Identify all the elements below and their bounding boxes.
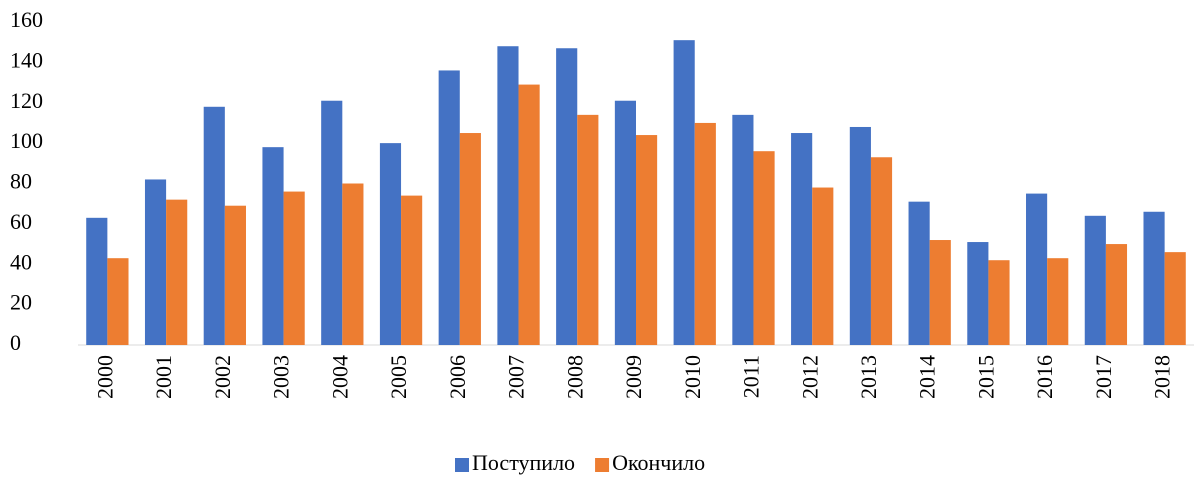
x-tick-label: 2002	[210, 355, 235, 399]
y-tick-label: 100	[10, 128, 43, 153]
bar	[107, 258, 129, 345]
x-tick-label: 2017	[1091, 355, 1116, 399]
x-tick-label: 2011	[739, 355, 764, 398]
x-tick-label: 2010	[680, 355, 705, 399]
y-tick-label: 80	[10, 169, 32, 194]
bar	[1047, 258, 1069, 345]
x-tick-label: 2014	[915, 355, 940, 399]
bar	[86, 217, 108, 345]
bar	[791, 133, 813, 345]
y-tick-label: 60	[10, 209, 32, 234]
bar	[1105, 244, 1128, 345]
legend-label: Поступило	[472, 450, 575, 475]
bar	[1164, 252, 1186, 345]
x-tick-label: 2004	[327, 355, 352, 399]
bar	[673, 40, 695, 345]
legend-swatch	[455, 458, 469, 472]
bar	[203, 106, 225, 345]
bar	[438, 70, 460, 345]
bar	[694, 122, 716, 345]
bar	[224, 205, 246, 345]
bar	[577, 114, 599, 345]
legend-label: Окончило	[612, 450, 705, 475]
bar	[262, 147, 284, 345]
bar	[1084, 215, 1106, 345]
bar	[1026, 193, 1048, 345]
x-tick-label: 2007	[504, 355, 529, 399]
bar	[812, 187, 834, 345]
legend-swatch	[595, 458, 610, 472]
x-tick-label: 2001	[151, 355, 176, 399]
bar	[401, 195, 423, 345]
bar	[556, 48, 578, 346]
y-tick-label: 20	[10, 290, 32, 315]
bar	[342, 183, 364, 345]
bar	[166, 199, 188, 345]
bar	[379, 143, 402, 345]
x-tick-label: 2009	[621, 355, 646, 399]
x-tick-label: 2018	[1150, 355, 1175, 399]
x-tick-label: 2003	[269, 355, 294, 399]
bar	[283, 191, 305, 345]
x-tick-label: 2016	[1032, 355, 1057, 399]
bar	[849, 126, 871, 345]
bar	[459, 133, 481, 345]
x-tick-label: 2012	[797, 355, 822, 399]
bar	[144, 179, 167, 345]
bar	[753, 151, 775, 345]
bar	[497, 46, 519, 345]
bar	[636, 135, 658, 345]
bar	[870, 157, 893, 345]
bar	[988, 260, 1010, 345]
bar	[518, 84, 540, 346]
y-tick-label: 160	[10, 7, 43, 32]
y-tick-label: 0	[10, 330, 21, 355]
bar	[732, 114, 754, 345]
x-tick-label: 2006	[445, 355, 470, 399]
bar	[967, 242, 989, 345]
bar	[614, 100, 636, 345]
y-tick-label: 40	[10, 249, 32, 274]
bar	[1143, 211, 1165, 345]
y-tick-label: 140	[10, 47, 43, 72]
x-tick-label: 2000	[92, 355, 117, 399]
y-tick-label: 120	[10, 88, 43, 113]
x-tick-label: 2013	[856, 355, 881, 399]
x-tick-label: 2015	[973, 355, 998, 399]
bar	[929, 240, 951, 345]
bar	[908, 201, 930, 345]
x-tick-label: 2005	[386, 355, 411, 399]
bar	[321, 100, 343, 345]
x-tick-label: 2008	[562, 355, 587, 399]
